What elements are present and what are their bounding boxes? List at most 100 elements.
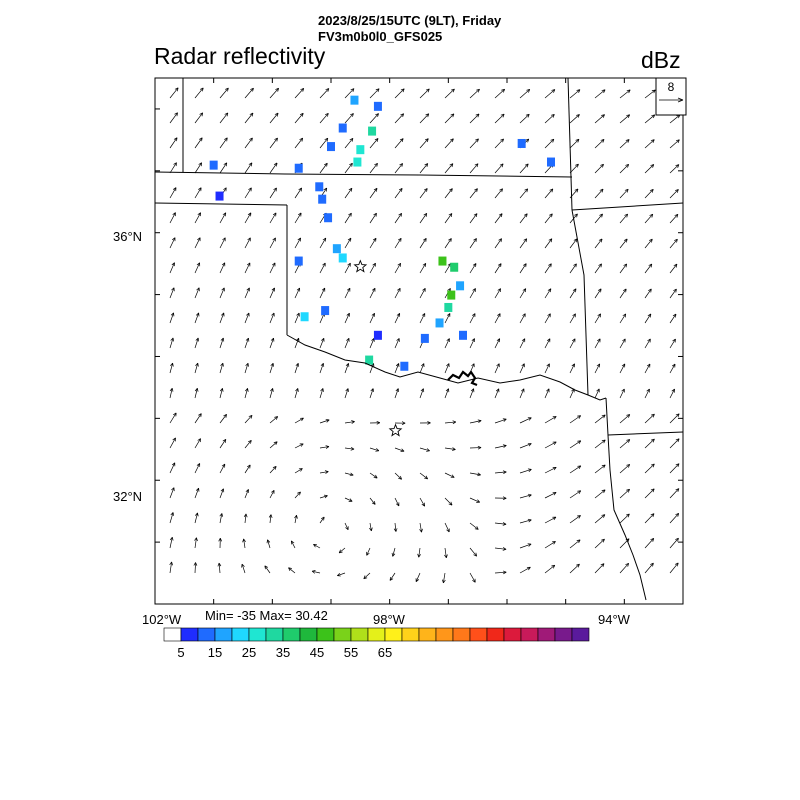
- wind-vector: [644, 513, 655, 524]
- wind-vector: [369, 312, 375, 324]
- wind-vector: [394, 388, 400, 399]
- wind-vector: [319, 88, 330, 99]
- wind-vector: [219, 312, 225, 324]
- wind-vector: [494, 470, 507, 475]
- wind-vector: [644, 213, 654, 224]
- radar-echo-cell: [353, 157, 362, 167]
- radar-echo-cell: [373, 101, 382, 111]
- wind-vector: [319, 287, 326, 299]
- wind-vector: [644, 164, 655, 174]
- wind-vector: [344, 497, 353, 502]
- colorbar-swatch: [231, 627, 250, 642]
- wind-vector: [644, 338, 651, 349]
- wind-vector: [444, 313, 451, 324]
- wind-vector: [394, 338, 400, 349]
- lake-texoma-shoreline: [447, 370, 478, 387]
- wind-vector: [519, 543, 532, 549]
- wind-vector: [344, 113, 354, 124]
- wind-vector: [419, 238, 427, 249]
- wind-vector: [594, 414, 606, 424]
- wind-vector: [294, 187, 302, 199]
- wind-vector: [269, 287, 275, 299]
- wind-vector: [544, 89, 556, 99]
- wind-vector: [469, 88, 480, 99]
- wind-vector: [619, 89, 631, 99]
- wind-vector: [644, 438, 655, 449]
- wind-vector: [594, 489, 606, 499]
- wind-vector: [644, 463, 655, 474]
- wind-vector: [619, 439, 631, 449]
- city-star-marker: [353, 259, 368, 273]
- wind-vector: [369, 522, 373, 532]
- radar-echo-cell: [517, 138, 526, 148]
- wind-vector: [644, 562, 654, 574]
- radar-echo-layer: [209, 95, 555, 371]
- wind-vector: [194, 262, 201, 274]
- reference-vector-value: 8: [668, 80, 675, 94]
- wind-vector: [294, 443, 304, 449]
- colorbar-swatch: [384, 627, 403, 642]
- lon-label-94w: 94°W: [598, 612, 630, 627]
- wind-vector: [244, 137, 253, 149]
- wind-vector: [244, 414, 253, 424]
- wind-vector: [594, 263, 602, 274]
- radar-echo-cell: [420, 333, 429, 343]
- wind-vector: [544, 416, 557, 424]
- wind-vector: [369, 163, 378, 174]
- wind-vector: [544, 466, 557, 474]
- colorbar-swatch: [503, 627, 522, 642]
- wind-vector: [194, 537, 198, 549]
- wind-vector: [319, 494, 328, 499]
- wind-vector: [519, 388, 525, 399]
- wind-vector: [194, 512, 199, 524]
- colorbar-swatch: [214, 627, 233, 642]
- state-borders: [154, 77, 684, 601]
- wind-vector: [417, 547, 421, 558]
- wind-vector: [644, 488, 655, 499]
- wind-vector: [569, 238, 578, 249]
- wind-vector: [644, 413, 655, 424]
- radar-echo-cell: [209, 160, 218, 170]
- wind-vector: [313, 543, 321, 549]
- wind-vector: [569, 313, 576, 324]
- wind-vector: [442, 572, 446, 584]
- wind-vector: [244, 112, 254, 124]
- wind-vector: [369, 88, 380, 99]
- wind-vector: [444, 447, 456, 451]
- radar-echo-cell: [338, 253, 347, 263]
- wind-vector: [669, 513, 680, 524]
- radar-echo-cell: [350, 95, 359, 105]
- field-title: Radar reflectivity: [154, 43, 326, 69]
- wind-vector: [269, 416, 279, 424]
- wind-vector: [494, 138, 504, 149]
- wind-vector: [519, 213, 528, 224]
- wind-vector: [319, 237, 327, 249]
- wind-vector: [419, 138, 429, 149]
- wind-vector: [619, 338, 626, 349]
- radar-echo-cell: [318, 194, 327, 204]
- wind-vector: [669, 338, 676, 349]
- wind-vector: [619, 238, 628, 249]
- wind-vector: [469, 313, 476, 324]
- wind-vector: [594, 288, 602, 299]
- wind-vector: [394, 287, 401, 299]
- radar-echo-cell: [327, 142, 335, 152]
- wind-vector: [219, 513, 224, 524]
- colorbar-swatch: [367, 627, 386, 642]
- wind-vector: [444, 213, 453, 224]
- wind-vector: [194, 463, 201, 474]
- kansas-missouri-border: [567, 77, 573, 211]
- wind-vector: [644, 114, 656, 124]
- colorbar-tick-label: 15: [207, 645, 223, 660]
- wind-vector: [419, 288, 426, 299]
- wind-vector: [519, 238, 528, 249]
- radar-echo-cell: [294, 256, 303, 266]
- wind-vector: [594, 514, 606, 524]
- colorbar-swatch: [452, 627, 471, 642]
- wind-vector: [494, 238, 502, 249]
- wind-vector: [619, 139, 630, 149]
- wind-vector: [519, 442, 532, 449]
- wind-vector: [244, 388, 249, 399]
- wind-vector: [269, 237, 276, 249]
- colorbar-swatch: [435, 627, 454, 642]
